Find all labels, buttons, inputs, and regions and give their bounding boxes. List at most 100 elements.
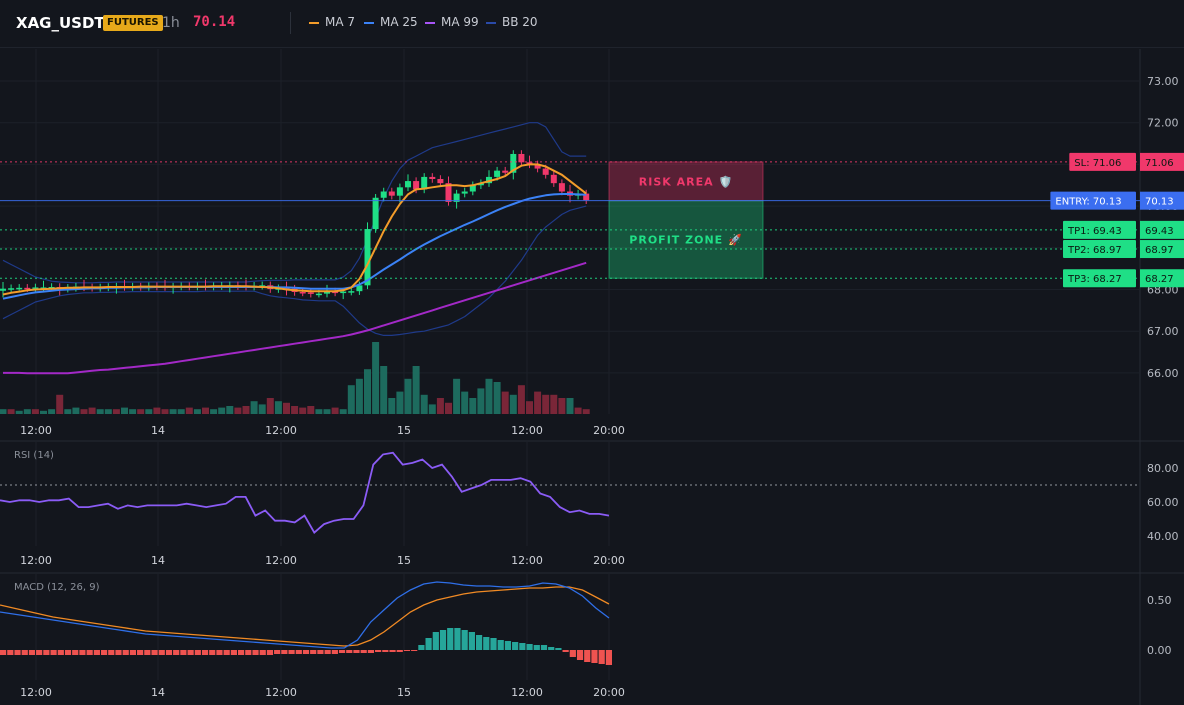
macd-histogram-bar xyxy=(360,650,367,653)
candle-body xyxy=(429,176,436,179)
time-tick-label: 14 xyxy=(151,686,165,699)
candle-body xyxy=(32,287,39,289)
volume-bar xyxy=(88,407,96,414)
volume-bar xyxy=(558,398,566,414)
macd-histogram-bar xyxy=(548,647,555,650)
volume-bar xyxy=(185,407,193,414)
candle-body xyxy=(405,181,411,188)
volume-bar xyxy=(420,394,428,414)
axis-price-tag-label: 71.06 xyxy=(1145,158,1174,169)
legend-bb20-label: BB 20 xyxy=(502,15,538,29)
macd-line xyxy=(0,581,610,649)
time-tick-label: 12:00 xyxy=(511,554,543,567)
bb20-swatch xyxy=(486,21,496,24)
volume-bar xyxy=(56,394,64,414)
timeframe-selector[interactable]: 1h xyxy=(162,15,180,31)
candle-body xyxy=(24,287,31,290)
rsi-title: RSI (14) xyxy=(14,450,54,461)
macd-histogram-bar xyxy=(302,650,310,654)
candle-body xyxy=(0,288,6,291)
macd-histogram-bar xyxy=(490,638,497,650)
chart-header: XAG_USDT FUTURES 1h 70.14 MA 7 MA 25 MA … xyxy=(0,0,1184,48)
volume-bar xyxy=(40,410,47,414)
legend-ma99[interactable]: MA 99 xyxy=(425,15,479,29)
macd-histogram-bar xyxy=(584,650,591,662)
axis-price-tag xyxy=(1140,269,1184,288)
macd-tick-label: 0.50 xyxy=(1147,594,1172,607)
volume-bar xyxy=(121,407,128,414)
macd-histogram-bar xyxy=(28,650,36,655)
volume-bar xyxy=(436,398,444,414)
symbol-name[interactable]: XAG_USDT xyxy=(16,14,105,32)
volume-bar xyxy=(542,394,550,414)
macd-histogram-bar xyxy=(324,650,331,654)
candle-body xyxy=(388,191,395,196)
candle-body xyxy=(558,183,565,192)
legend-ma25[interactable]: MA 25 xyxy=(364,15,418,29)
candle-body xyxy=(583,193,590,201)
volume-bar xyxy=(210,409,218,414)
time-tick-label: 12:00 xyxy=(20,424,52,437)
macd-histogram-bar xyxy=(201,650,209,655)
legend-ma7[interactable]: MA 7 xyxy=(309,15,355,29)
macd-histogram-bar xyxy=(346,650,353,653)
time-tick-label: 12:00 xyxy=(511,424,543,437)
price-tick-label: 73.00 xyxy=(1147,75,1179,88)
candle-body xyxy=(550,174,557,184)
macd-histogram-bar xyxy=(411,650,418,651)
volume-bar xyxy=(48,409,56,414)
macd-histogram-bar xyxy=(144,650,151,655)
volume-bar xyxy=(145,409,153,414)
volume-bar xyxy=(428,404,436,414)
rsi-tick-label: 80.00 xyxy=(1147,462,1179,475)
macd-histogram-bar xyxy=(50,650,57,655)
macd-histogram-bar xyxy=(14,650,21,655)
volume-bar xyxy=(509,394,517,414)
candle-body xyxy=(372,197,379,230)
volume-bar xyxy=(396,391,404,414)
ma7-swatch xyxy=(309,21,319,24)
macd-histogram-bar xyxy=(216,650,223,655)
volume-bar xyxy=(339,409,347,414)
volume-bar xyxy=(347,385,355,414)
macd-histogram-bar xyxy=(79,650,86,655)
macd-tick-label: 0.00 xyxy=(1147,644,1172,657)
legend-bb20[interactable]: BB 20 xyxy=(486,15,538,29)
volume-bar xyxy=(242,406,250,414)
volume-bar xyxy=(104,409,112,414)
time-tick-label: 20:00 xyxy=(593,424,625,437)
ma99-swatch xyxy=(425,21,435,24)
volume-bar xyxy=(23,409,31,414)
legend-ma99-label: MA 99 xyxy=(441,15,479,29)
candle-body xyxy=(437,178,444,184)
candle-body xyxy=(16,287,23,290)
rsi-tick-label: 60.00 xyxy=(1147,496,1179,509)
time-tick-label: 15 xyxy=(397,686,411,699)
macd-histogram-bar xyxy=(526,644,533,650)
volume-bar xyxy=(574,407,582,414)
macd-histogram-bar xyxy=(439,630,447,650)
volume-bar xyxy=(137,409,145,414)
volume-bar xyxy=(550,394,558,414)
macd-title: MACD (12, 26, 9) xyxy=(14,582,100,593)
candle-body xyxy=(494,170,501,177)
macd-histogram-bar xyxy=(519,643,526,650)
macd-histogram-bar xyxy=(512,642,519,650)
macd-histogram-bar xyxy=(454,628,461,650)
macd-histogram-bar xyxy=(7,650,14,655)
volume-bar xyxy=(372,342,380,414)
candle-body xyxy=(332,291,339,294)
volume-bar xyxy=(250,401,258,414)
volume-bar xyxy=(226,406,234,414)
axis-price-tag xyxy=(1140,220,1184,239)
macd-histogram-bar xyxy=(555,648,562,650)
macd-histogram-bar xyxy=(36,650,43,655)
macd-histogram-bar xyxy=(288,650,295,654)
candle-body xyxy=(307,292,314,294)
volume-bar xyxy=(582,409,590,414)
candle-body xyxy=(510,153,517,173)
macd-histogram-bar xyxy=(418,645,425,650)
macd-histogram-bar xyxy=(209,650,216,655)
axis-price-tag xyxy=(1140,191,1184,210)
